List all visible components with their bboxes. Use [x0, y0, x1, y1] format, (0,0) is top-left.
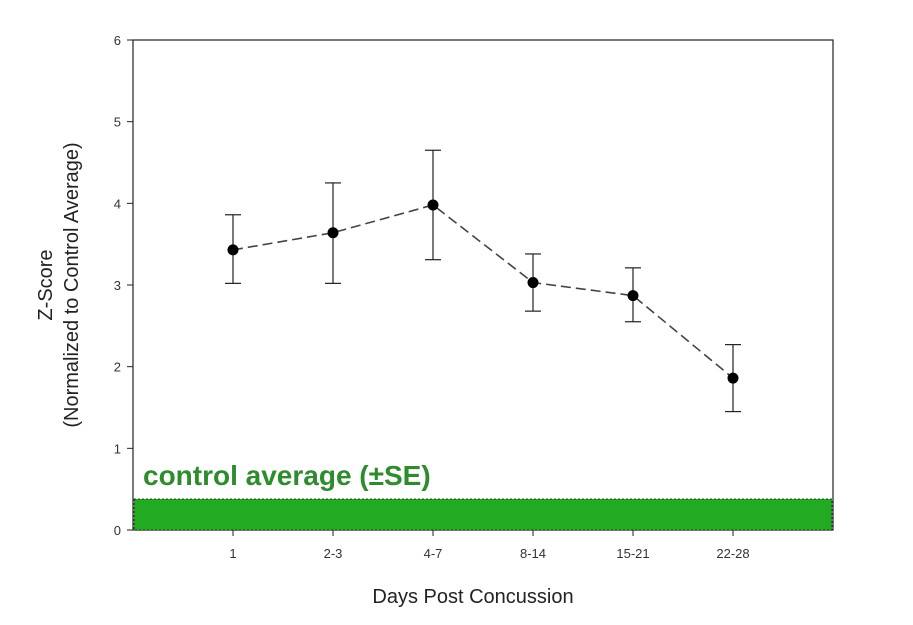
data-point	[227, 244, 239, 256]
y-tick-label: 0	[114, 523, 121, 538]
control-average-band	[133, 498, 833, 531]
data-points	[227, 199, 739, 384]
y-axis-title-line1: Z-Score	[35, 249, 57, 320]
data-point	[727, 372, 739, 384]
y-tick-label: 6	[114, 33, 121, 48]
data-point	[627, 290, 639, 302]
x-tick-label: 2-3	[324, 546, 343, 561]
data-point	[427, 199, 439, 211]
x-tick-label: 4-7	[424, 546, 443, 561]
y-tick-label: 2	[114, 360, 121, 375]
y-axis-title-line2: (Normalized to Control Average)	[61, 142, 83, 427]
series-line	[232, 204, 734, 379]
plot-frame	[132, 39, 834, 531]
y-tick-label: 4	[114, 196, 121, 211]
y-tick-label: 1	[114, 441, 121, 456]
data-point	[527, 277, 539, 289]
x-tick-label: 22-28	[716, 546, 749, 561]
y-tick-label: 3	[114, 278, 121, 293]
x-axis: 1 2-3 4-7 8-14 15-21 22-28	[229, 530, 750, 561]
data-point	[327, 227, 339, 239]
x-axis-title: Days Post Concussion	[372, 586, 573, 608]
y-axis: 0 1 2 3 4 5 6	[114, 33, 133, 538]
x-tick-label: 8-14	[520, 546, 546, 561]
x-tick-label: 15-21	[616, 546, 649, 561]
control-average-label: control average (±SE)	[143, 460, 431, 491]
x-tick-label: 1	[229, 546, 236, 561]
y-tick-label: 5	[114, 115, 121, 130]
error-bars	[225, 149, 741, 413]
